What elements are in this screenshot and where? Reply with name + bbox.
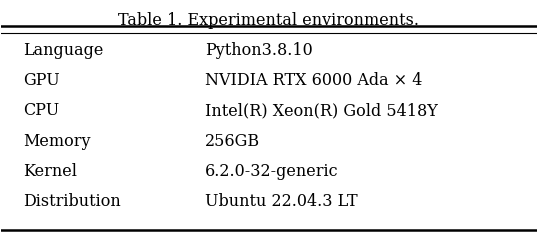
Text: 256GB: 256GB [205, 133, 260, 150]
Text: CPU: CPU [23, 102, 59, 119]
Text: NVIDIA RTX 6000 Ada × 4: NVIDIA RTX 6000 Ada × 4 [205, 72, 422, 89]
Text: Python3.8.10: Python3.8.10 [205, 42, 313, 59]
Text: Memory: Memory [23, 133, 90, 150]
Text: Ubuntu 22.04.3 LT: Ubuntu 22.04.3 LT [205, 193, 357, 210]
Text: Table 1. Experimental environments.: Table 1. Experimental environments. [118, 12, 420, 29]
Text: Intel(R) Xeon(R) Gold 5418Y: Intel(R) Xeon(R) Gold 5418Y [205, 102, 437, 119]
Text: Distribution: Distribution [23, 193, 121, 210]
Text: 6.2.0-32-generic: 6.2.0-32-generic [205, 163, 338, 180]
Text: Language: Language [23, 42, 103, 59]
Text: Kernel: Kernel [23, 163, 77, 180]
Text: GPU: GPU [23, 72, 60, 89]
